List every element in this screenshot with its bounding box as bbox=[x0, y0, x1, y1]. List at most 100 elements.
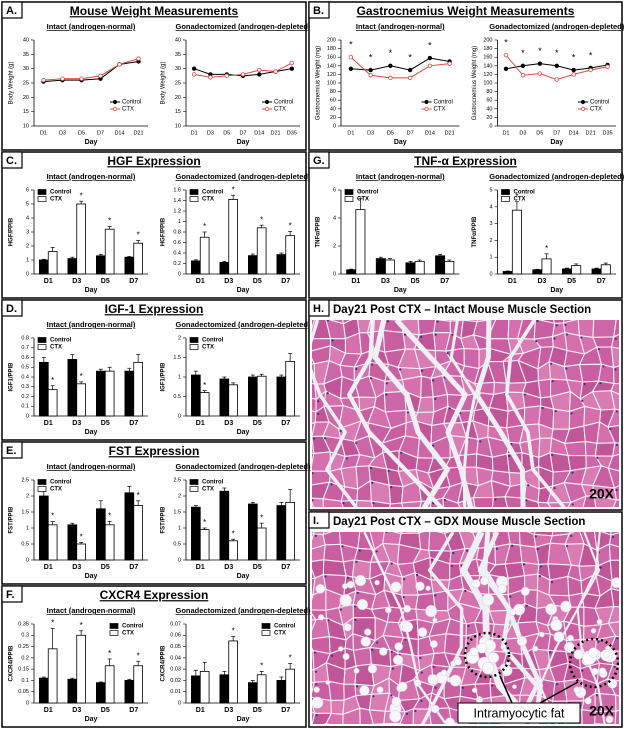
y-tick-label: 2 bbox=[178, 493, 181, 499]
panel-title: TNF-α Expression bbox=[414, 154, 517, 168]
muscle-fiber bbox=[433, 320, 451, 334]
significance: * bbox=[260, 215, 263, 224]
x-tick-label: D1 bbox=[196, 420, 205, 427]
y-tick-label: 200 bbox=[327, 37, 336, 43]
bar bbox=[96, 255, 106, 275]
nucleus bbox=[339, 429, 342, 433]
legend-label: CTX bbox=[202, 487, 214, 493]
bar bbox=[47, 524, 58, 561]
bar bbox=[561, 268, 572, 275]
point bbox=[554, 77, 559, 82]
muscle-fiber bbox=[607, 425, 619, 444]
y-tick-label: 3 bbox=[26, 229, 29, 235]
y-tick-label: 25 bbox=[175, 80, 181, 86]
fat-vacuole bbox=[590, 628, 597, 634]
y-tick-label: 0.4 bbox=[173, 250, 181, 256]
nucleus bbox=[430, 558, 434, 561]
nucleus bbox=[571, 471, 574, 474]
legend-swatch bbox=[261, 630, 271, 636]
x-tick-label: D5 bbox=[101, 564, 110, 571]
bar bbox=[76, 203, 86, 275]
y-tick-label: 140 bbox=[483, 63, 492, 69]
x-tick-label: D1 bbox=[196, 564, 205, 571]
point bbox=[98, 73, 103, 79]
muscle-fiber bbox=[325, 712, 344, 724]
y-tick-label: 0.35 bbox=[18, 621, 29, 627]
nucleus bbox=[581, 399, 584, 402]
nucleus bbox=[313, 651, 317, 654]
nucleus bbox=[565, 333, 568, 336]
nucleus bbox=[511, 544, 514, 547]
panel-letter: G. bbox=[313, 155, 325, 167]
x-tick-label: D1 bbox=[347, 130, 354, 136]
x-tick-label: D7 bbox=[129, 420, 138, 427]
connective-tissue bbox=[347, 320, 443, 507]
x-tick-label: D7 bbox=[553, 130, 560, 136]
magnification: 20X bbox=[589, 486, 615, 502]
x-axis-label: Day bbox=[237, 716, 250, 723]
nucleus bbox=[342, 502, 345, 505]
bar bbox=[96, 682, 106, 704]
significance: * bbox=[359, 189, 362, 198]
point bbox=[571, 67, 576, 73]
nucleus bbox=[570, 534, 573, 538]
fat-vacuole bbox=[532, 645, 539, 652]
fat-vacuole bbox=[364, 628, 372, 636]
legend-swatch bbox=[37, 196, 47, 202]
nucleus bbox=[564, 323, 567, 326]
legend-label: CTX bbox=[50, 345, 62, 351]
nucleus bbox=[599, 382, 602, 385]
legend-label: CTX bbox=[50, 487, 62, 493]
x-tick-label: D5 bbox=[101, 278, 110, 285]
significance: * bbox=[203, 381, 206, 390]
significance: * bbox=[108, 649, 111, 658]
bar bbox=[444, 260, 455, 275]
significance: * bbox=[80, 372, 83, 381]
bar bbox=[76, 543, 86, 561]
nucleus bbox=[434, 686, 437, 689]
nucleus bbox=[615, 410, 619, 413]
legend-marker bbox=[424, 107, 429, 111]
nucleus bbox=[467, 636, 470, 640]
nucleus bbox=[315, 683, 318, 686]
fat-vacuole bbox=[539, 631, 545, 638]
muscle-fiber bbox=[610, 346, 619, 369]
bar bbox=[346, 269, 357, 275]
y-tick-label: 200 bbox=[483, 37, 492, 43]
point bbox=[240, 72, 246, 77]
legend-swatch bbox=[189, 344, 199, 350]
y-tick-label: 2 bbox=[26, 493, 29, 499]
bar bbox=[96, 370, 106, 417]
x-tick-label: D7 bbox=[129, 278, 138, 285]
point bbox=[605, 64, 610, 69]
y-tick-label: 100 bbox=[327, 80, 336, 86]
x-axis-label: Day bbox=[394, 139, 407, 146]
nucleus bbox=[602, 365, 605, 368]
point bbox=[289, 66, 295, 71]
nucleus bbox=[596, 712, 599, 715]
muscle-fiber bbox=[370, 500, 392, 507]
bar bbox=[124, 680, 135, 704]
chart-subtitle: Gonadectomized (androgen-depleted) bbox=[175, 172, 311, 181]
nucleus bbox=[452, 552, 455, 555]
legend-label: Control bbox=[202, 190, 224, 196]
fat-vacuole bbox=[444, 717, 455, 724]
y-tick-label: 1 bbox=[178, 525, 181, 531]
significance: * bbox=[137, 231, 140, 240]
chart-subtitle: Intact (androgen-normal) bbox=[47, 22, 136, 31]
chart-subtitle: Intact (androgen-normal) bbox=[356, 172, 445, 181]
y-tick-label: 0 bbox=[178, 557, 181, 563]
nucleus bbox=[555, 324, 558, 327]
y-tick-label: 0.6 bbox=[21, 355, 29, 361]
bar bbox=[67, 258, 78, 275]
nucleus bbox=[597, 348, 600, 351]
nucleus bbox=[346, 576, 350, 579]
panel-title: CXCR4 Expression bbox=[100, 588, 209, 602]
bar bbox=[276, 505, 287, 561]
fat-vacuole bbox=[429, 640, 438, 648]
muscle-fiber bbox=[549, 452, 572, 473]
bar bbox=[191, 374, 201, 417]
nucleus bbox=[525, 499, 528, 502]
y-tick-label: 0.25 bbox=[18, 644, 29, 650]
nucleus bbox=[356, 685, 359, 688]
